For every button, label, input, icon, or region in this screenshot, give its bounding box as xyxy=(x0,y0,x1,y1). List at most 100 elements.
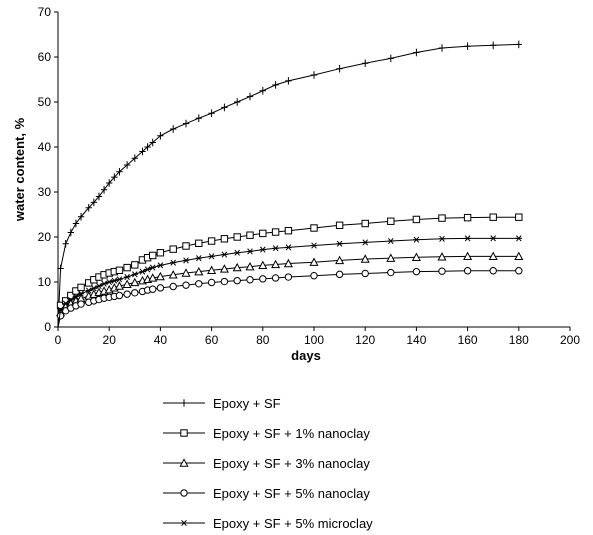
x-tick-label: 140 xyxy=(406,333,426,347)
x-tick-label: 100 xyxy=(304,333,324,347)
data-point xyxy=(245,261,255,271)
data-point xyxy=(514,251,524,261)
data-point xyxy=(515,40,522,49)
series-0 xyxy=(57,40,522,328)
data-point xyxy=(233,276,241,285)
data-point xyxy=(123,263,131,272)
data-point xyxy=(131,261,139,269)
data-point xyxy=(284,273,293,281)
data-point xyxy=(207,265,217,274)
data-point xyxy=(271,259,281,269)
data-point xyxy=(515,267,523,275)
data-point xyxy=(170,259,177,266)
data-point xyxy=(387,268,395,277)
data-point xyxy=(169,282,177,291)
data-point xyxy=(463,213,472,222)
data-point xyxy=(221,103,228,112)
data-point xyxy=(412,215,421,224)
legend-label: Epoxy + SF + 3% nanoclay xyxy=(213,456,370,471)
data-point xyxy=(100,280,108,287)
data-point xyxy=(131,154,138,163)
data-point xyxy=(182,281,190,289)
data-point xyxy=(233,233,241,241)
data-point xyxy=(284,227,293,235)
data-point xyxy=(115,291,124,300)
data-point xyxy=(122,279,132,288)
data-point xyxy=(90,198,98,207)
data-point xyxy=(149,138,156,147)
legend: Epoxy + SF Epoxy + SF + 1% nanoclay Epoxy … xyxy=(163,396,373,531)
data-point xyxy=(106,278,113,286)
data-point xyxy=(182,257,190,264)
data-point xyxy=(148,273,158,282)
data-point xyxy=(208,109,215,118)
y-tick-label: 70 xyxy=(38,5,52,19)
data-point xyxy=(271,274,280,282)
legend-marker xyxy=(179,458,189,467)
data-point xyxy=(220,235,229,243)
legend-label: Epoxy + SF xyxy=(213,396,281,411)
legend-label: Epoxy + SF + 1% nanoclay xyxy=(213,426,370,441)
data-point xyxy=(144,143,151,151)
data-point xyxy=(413,236,420,243)
data-point xyxy=(489,267,497,275)
data-point xyxy=(195,114,202,122)
data-point xyxy=(259,229,267,238)
y-axis-label: water content, % xyxy=(12,117,27,222)
data-point xyxy=(362,239,369,246)
legend-marker xyxy=(180,399,188,407)
data-point xyxy=(234,249,241,256)
data-point xyxy=(234,98,241,106)
data-point xyxy=(362,59,369,68)
data-point xyxy=(335,255,345,265)
data-point xyxy=(77,283,85,292)
data-point xyxy=(100,185,108,194)
data-point xyxy=(438,214,446,222)
x-tick-label: 0 xyxy=(55,333,62,347)
data-point xyxy=(310,224,318,232)
data-point xyxy=(114,281,124,290)
data-point xyxy=(116,167,123,176)
series-line xyxy=(57,43,519,328)
data-point xyxy=(149,285,157,293)
data-point xyxy=(111,173,118,181)
data-point xyxy=(246,92,254,101)
data-point xyxy=(463,267,472,275)
data-point xyxy=(155,271,165,281)
data-point xyxy=(95,282,103,290)
legend-entry: Epoxy + SF + 3% nanoclay xyxy=(163,456,370,471)
data-point xyxy=(77,212,85,221)
data-point xyxy=(85,287,92,294)
data-point xyxy=(272,81,279,89)
data-point xyxy=(360,254,370,263)
data-point xyxy=(195,255,202,262)
data-point xyxy=(515,213,523,221)
data-point xyxy=(386,253,396,262)
data-point xyxy=(157,262,164,269)
data-point xyxy=(123,161,131,169)
data-point xyxy=(195,239,203,248)
data-point xyxy=(194,266,204,276)
data-point xyxy=(464,235,471,242)
data-point xyxy=(221,251,228,258)
series-1 xyxy=(56,213,523,328)
data-point xyxy=(139,147,146,156)
legend-entry: Epoxy + SF xyxy=(163,396,281,411)
data-point xyxy=(90,285,98,292)
data-point xyxy=(246,231,254,239)
data-point xyxy=(85,203,92,212)
data-point xyxy=(490,235,497,242)
data-point xyxy=(259,246,266,253)
plot-area: 0 10 20 30 40 50 60 70 0 20 40 60 80 100 120 140 160 180 2… xyxy=(12,5,580,363)
data-point xyxy=(123,273,131,281)
data-point xyxy=(56,312,65,320)
data-point xyxy=(149,251,157,260)
data-point xyxy=(182,119,190,128)
data-point xyxy=(157,131,164,140)
data-point xyxy=(131,271,138,278)
x-tick-label: 20 xyxy=(103,333,117,347)
data-point xyxy=(285,77,292,85)
legend-entry: Epoxy + SF + 5% nanoclay xyxy=(163,486,370,501)
data-point xyxy=(463,251,473,261)
data-point xyxy=(106,179,113,187)
